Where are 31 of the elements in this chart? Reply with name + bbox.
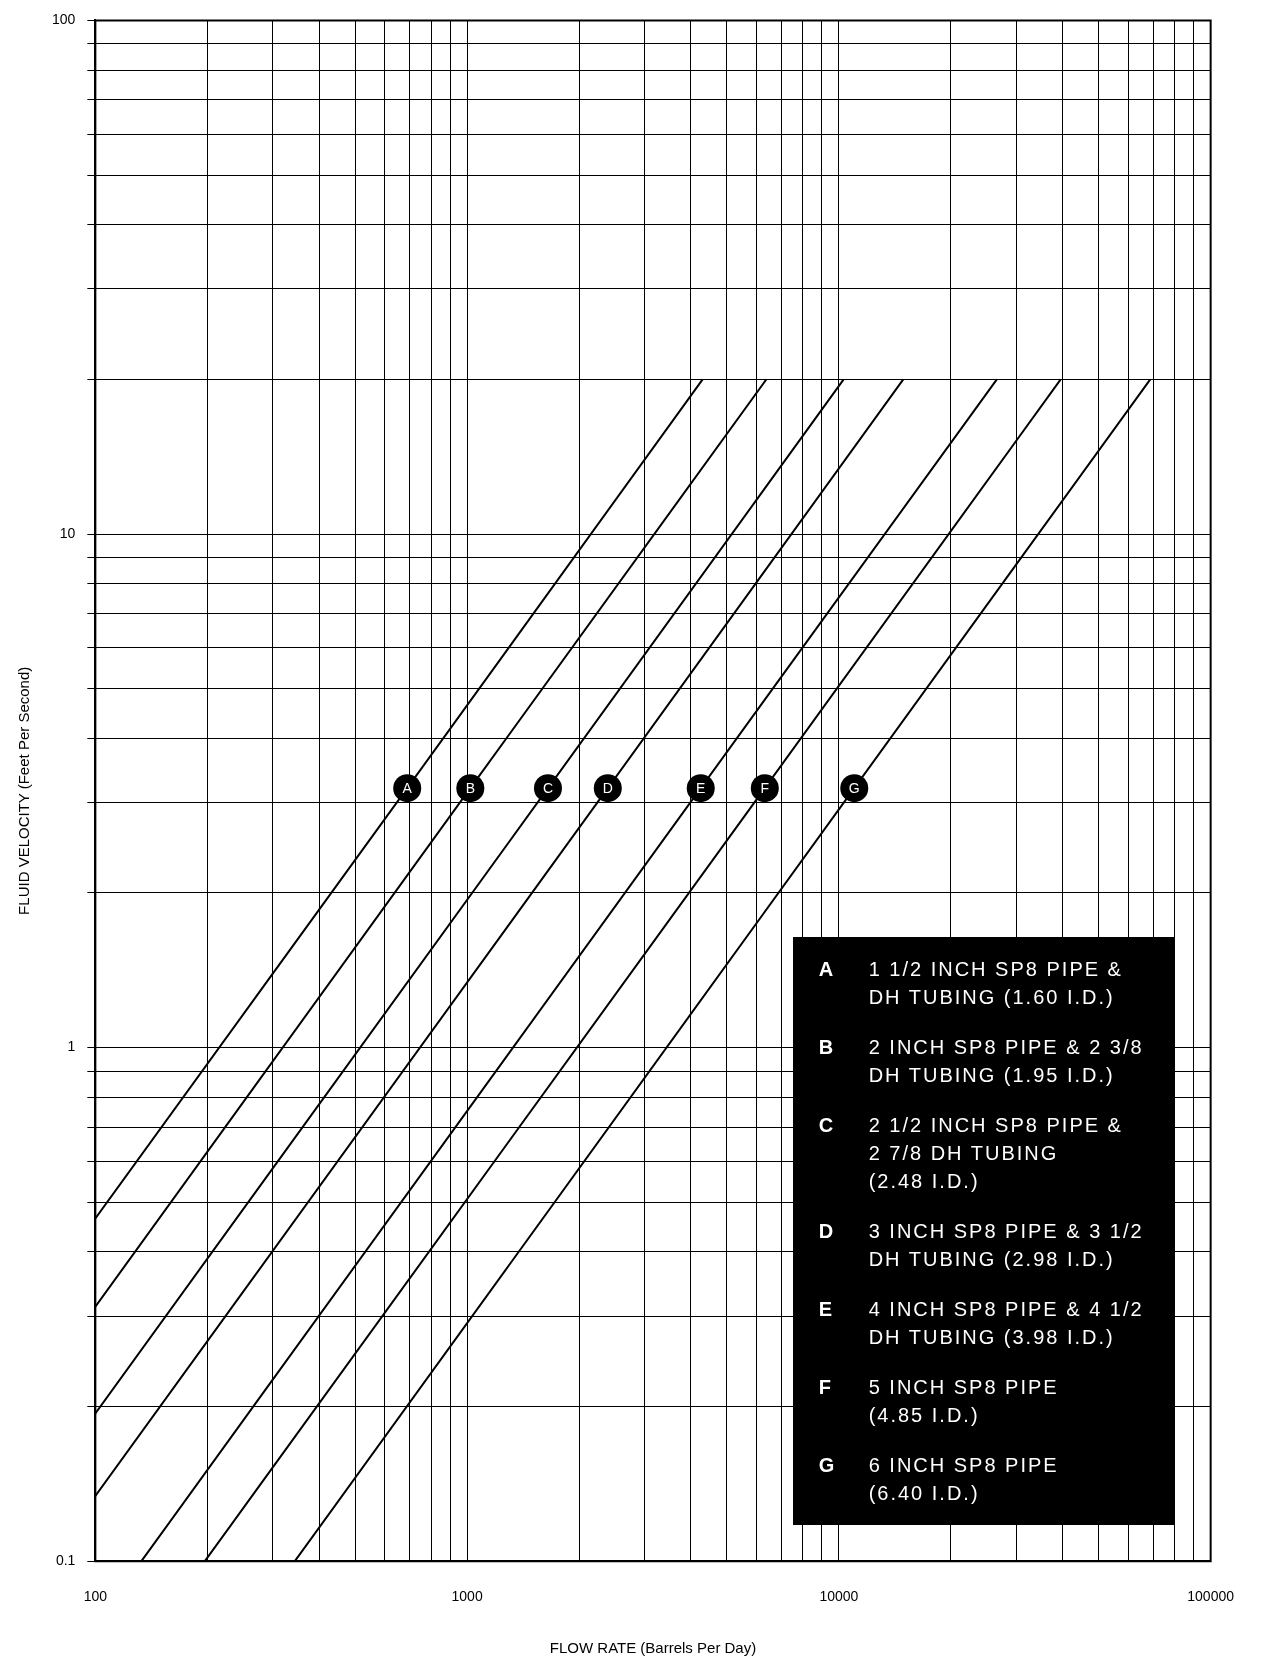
- series-label: F: [760, 780, 770, 797]
- y-tick-label: 10: [59, 524, 76, 541]
- series-label: A: [402, 780, 413, 797]
- annotation: 2 1/2 INCH SP8 PIPE & 2 7/8 DH TUBING (2.48 I.D.): [868, 1113, 1123, 1195]
- x-axis-title: FLOW RATE (Barrels Per Day): [549, 1639, 757, 1657]
- y-tick-label: 100: [52, 11, 76, 28]
- annotation: 3 INCH SP8 PIPE & 3 1/2 DH TUBING (2.98 I.D.): [868, 1219, 1144, 1273]
- text: C: [818, 1114, 836, 1137]
- series-label: E: [696, 780, 706, 797]
- text: B: [818, 1036, 836, 1059]
- x-tick-label: 100: [83, 1588, 108, 1605]
- annotation: 2 INCH SP8 PIPE & 2 3/8 DH TUBING (1.95 I.D.): [868, 1035, 1144, 1089]
- annotation: 5 INCH SP8 PIPE (4.85 I.D.): [868, 1375, 1059, 1429]
- annotation: 1 1/2 INCH SP8 PIPE & DH TUBING (1.60 I.D.): [868, 957, 1123, 1011]
- series-label: G: [848, 780, 860, 797]
- text: E: [818, 1298, 834, 1321]
- text: G: [818, 1454, 837, 1477]
- y-axis-title: FLUID VELOCITY (Feet Per Second): [15, 666, 33, 915]
- series-label: B: [465, 780, 475, 797]
- x-tick-label: 10000: [819, 1588, 859, 1605]
- text: D: [818, 1220, 836, 1243]
- text: F: [818, 1376, 833, 1399]
- series-label: C: [542, 780, 554, 797]
- annotation: 6 INCH SP8 PIPE (6.40 I.D.): [868, 1453, 1059, 1507]
- x-tick-label: 1000: [451, 1588, 483, 1605]
- annotation: 4 INCH SP8 PIPE & 4 1/2 DH TUBING (3.98 I.D.): [868, 1297, 1144, 1351]
- y-tick-label: 0.1: [55, 1552, 76, 1569]
- text: A: [818, 958, 836, 981]
- series-label: D: [602, 780, 613, 797]
- x-tick-label: 100000: [1187, 1588, 1235, 1605]
- y-tick-label: 1: [67, 1038, 76, 1055]
